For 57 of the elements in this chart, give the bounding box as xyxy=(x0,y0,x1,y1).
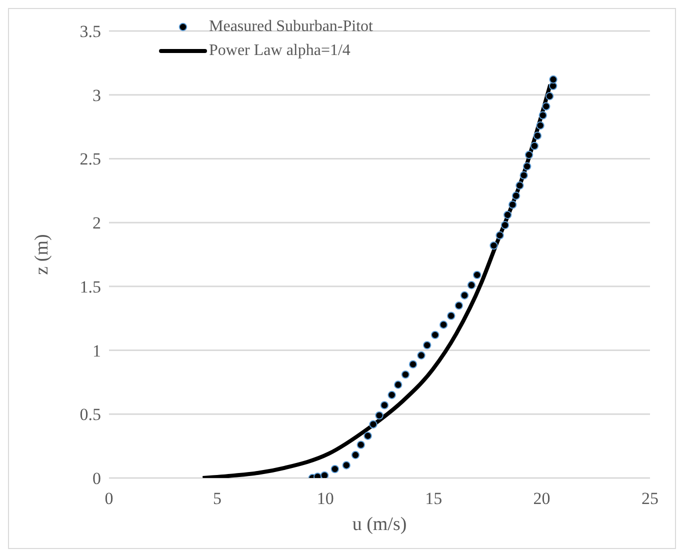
point xyxy=(472,270,482,280)
point xyxy=(351,450,360,460)
point xyxy=(538,111,547,120)
point xyxy=(408,360,418,368)
point xyxy=(536,121,544,130)
y-tick-label: 1.5 xyxy=(80,277,101,296)
point xyxy=(447,312,456,320)
point xyxy=(512,192,520,200)
point xyxy=(431,330,440,340)
legend-label: Power Law alpha=1/4 xyxy=(209,41,350,61)
point xyxy=(423,341,432,350)
point xyxy=(388,390,396,400)
point xyxy=(549,75,558,84)
y-tick-label: 3.5 xyxy=(80,22,101,42)
point xyxy=(530,142,539,150)
point xyxy=(369,420,378,428)
y-tick-label: 3 xyxy=(92,86,101,105)
y-tick-label: 0.5 xyxy=(80,405,101,424)
point xyxy=(460,291,469,300)
point xyxy=(380,401,389,410)
y-tick-label: 2 xyxy=(92,214,101,233)
y-tick-label: 0 xyxy=(92,469,101,488)
x-tick-label: 20 xyxy=(533,489,550,508)
x-tick-label: 15 xyxy=(425,489,442,508)
y-tick-label: 2.5 xyxy=(80,150,101,169)
point xyxy=(522,162,532,170)
point xyxy=(394,380,402,389)
x-tick-label: 5 xyxy=(212,489,222,508)
point xyxy=(417,351,426,360)
point xyxy=(520,171,528,180)
x-tick-label: 0 xyxy=(104,489,114,508)
point xyxy=(330,464,340,474)
legend-label: Measured Suburban-Pitot xyxy=(209,17,373,37)
point xyxy=(490,241,498,250)
point xyxy=(496,231,504,240)
point xyxy=(533,132,542,140)
point xyxy=(401,370,410,379)
point xyxy=(542,102,550,110)
point xyxy=(342,461,350,470)
y-tick-label: 1 xyxy=(92,341,101,360)
point xyxy=(356,440,365,449)
x-tick-label: 25 xyxy=(642,489,658,508)
point xyxy=(524,150,534,159)
point xyxy=(364,432,372,440)
point xyxy=(500,221,510,230)
point xyxy=(375,411,384,420)
point xyxy=(504,210,512,220)
point xyxy=(508,200,517,209)
point xyxy=(516,181,524,190)
point xyxy=(545,92,554,100)
point xyxy=(320,471,329,478)
y-axis-title: z (m) xyxy=(32,234,53,275)
point xyxy=(467,281,476,290)
point xyxy=(439,320,448,329)
x-axis-title: u (m/s) xyxy=(352,514,407,535)
x-tick-label: 10 xyxy=(316,489,334,508)
point xyxy=(454,301,464,310)
